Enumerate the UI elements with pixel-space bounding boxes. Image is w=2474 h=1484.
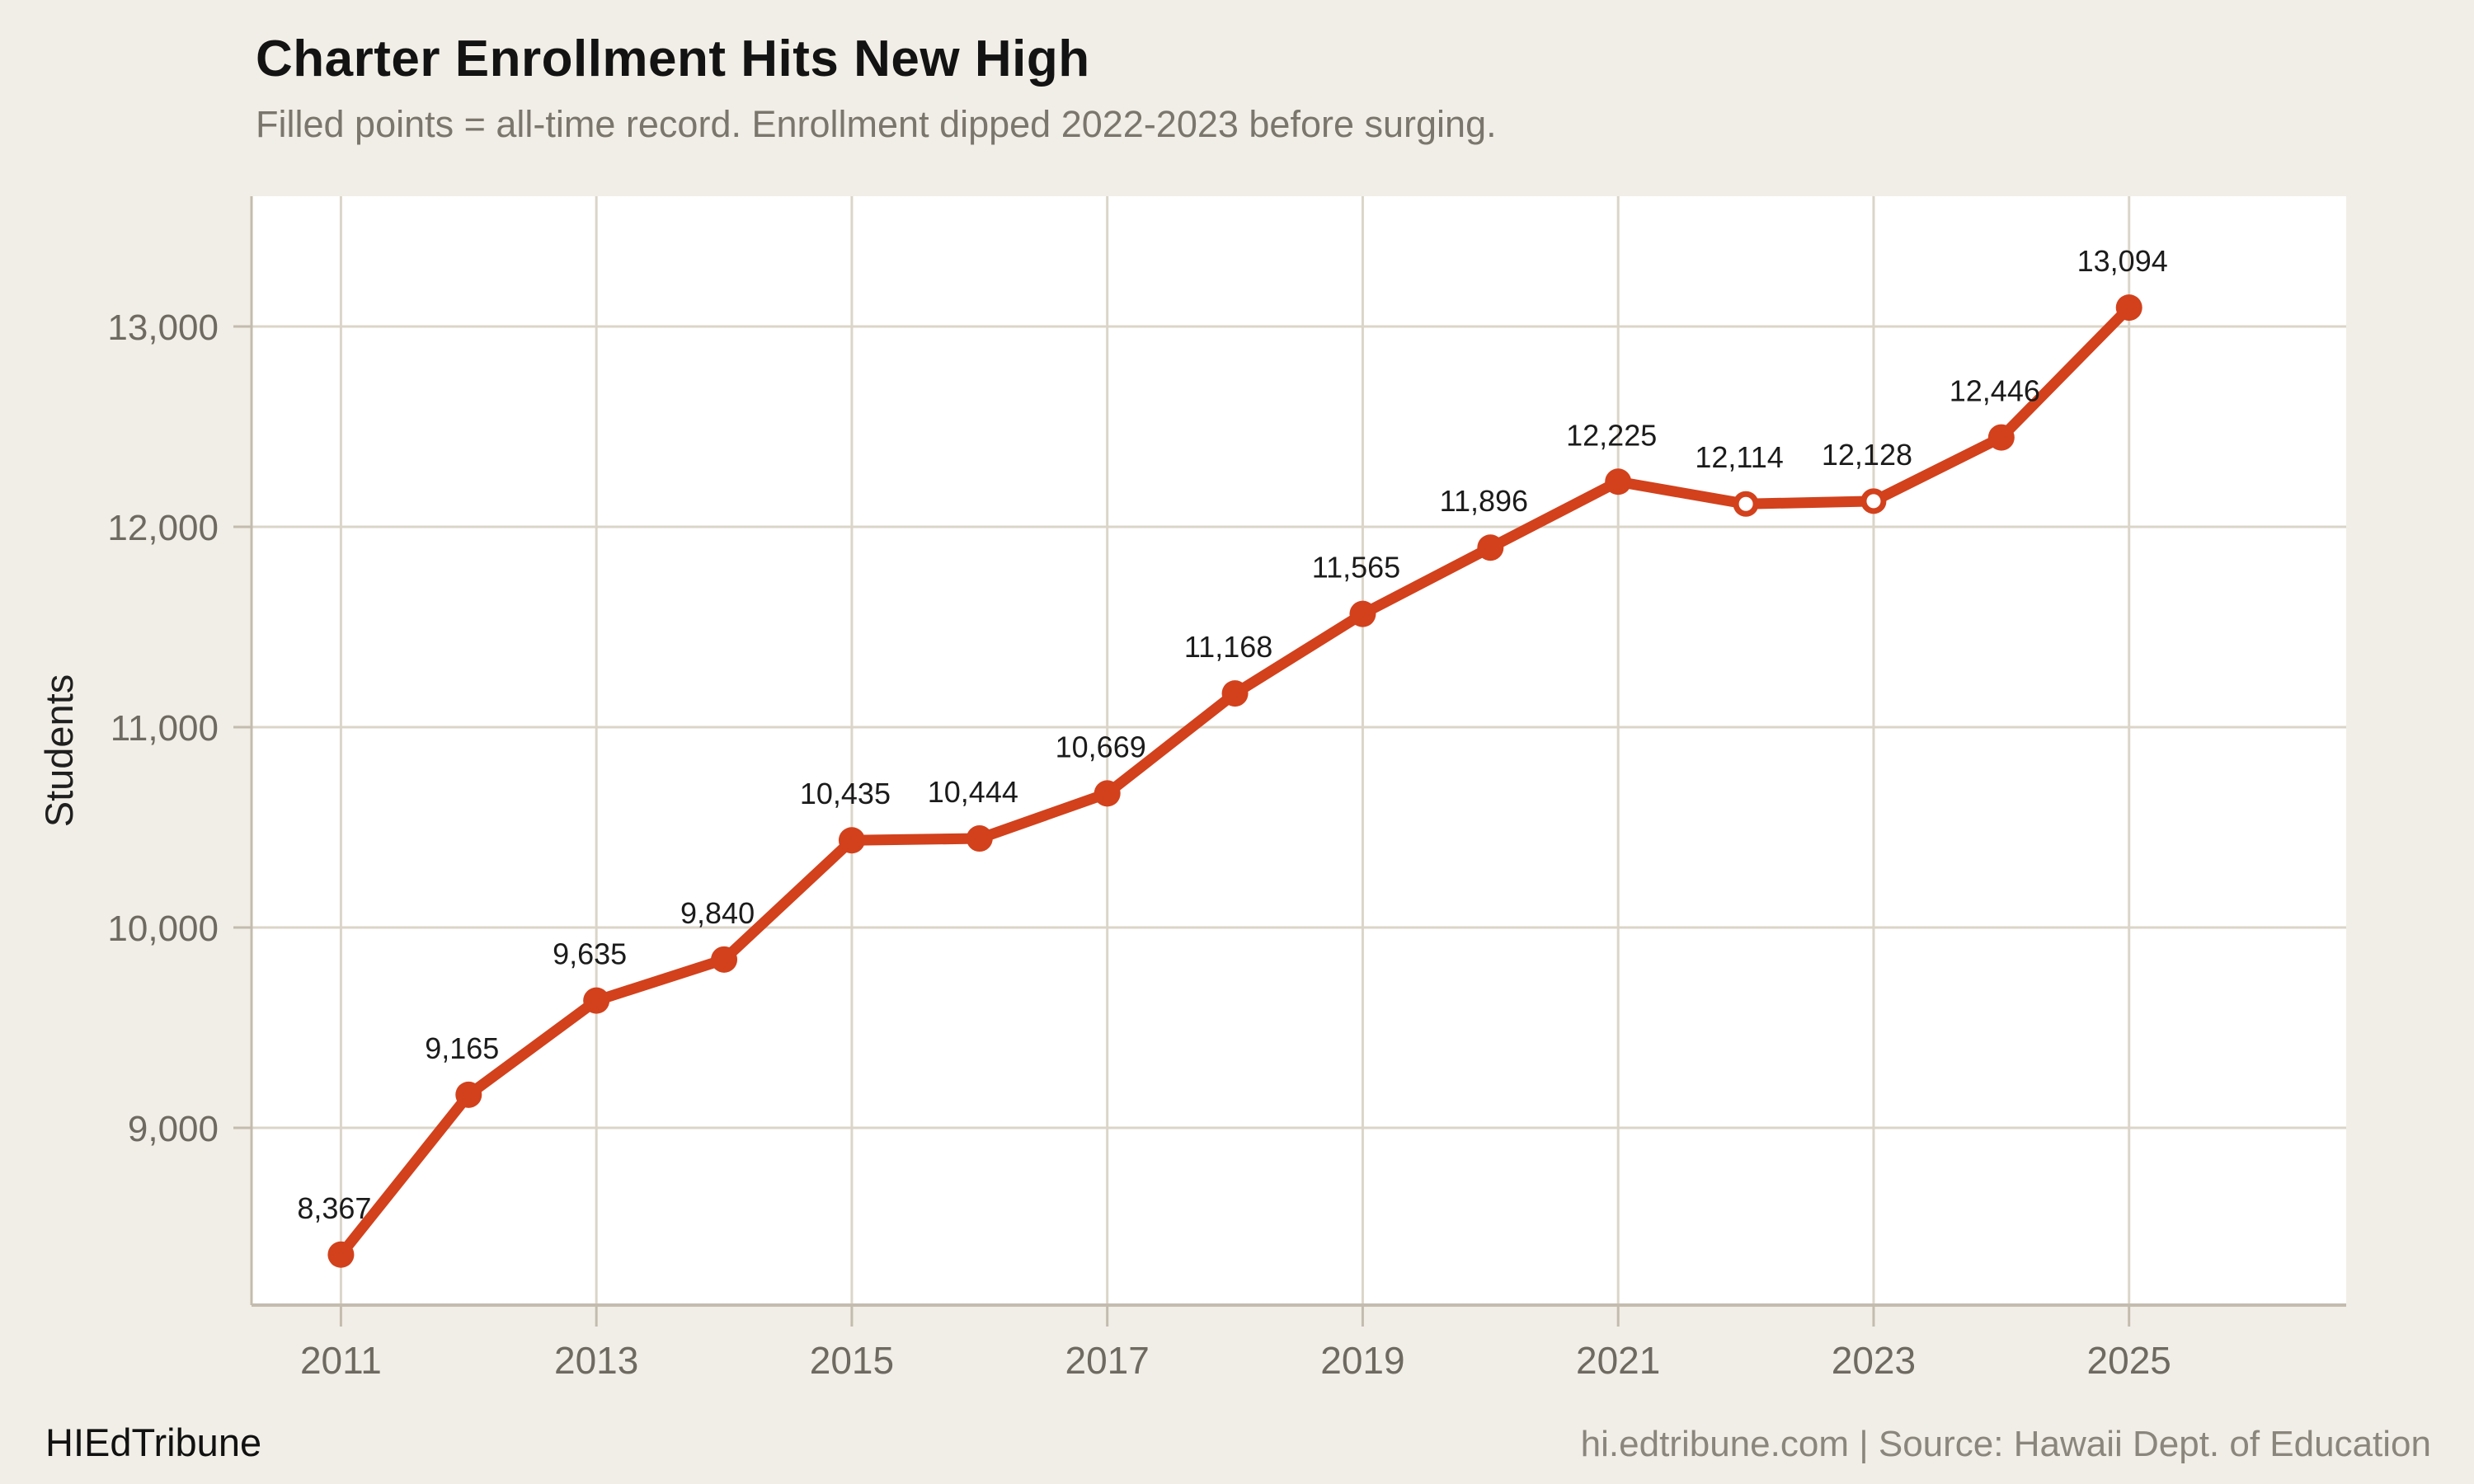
y-tick-label: 13,000 xyxy=(107,308,219,348)
plot-area xyxy=(252,196,2346,1305)
data-point-record xyxy=(966,825,993,852)
data-point-record xyxy=(1349,600,1376,627)
y-axis-title: Students xyxy=(37,674,81,828)
data-point-record xyxy=(1221,680,1249,707)
value-label: 9,635 xyxy=(553,937,627,971)
value-label: 12,225 xyxy=(1566,418,1657,452)
value-label: 9,165 xyxy=(425,1031,499,1065)
x-tick-label: 2021 xyxy=(1576,1339,1660,1382)
x-tick-label: 2019 xyxy=(1320,1339,1404,1382)
y-tick-label: 10,000 xyxy=(107,909,219,949)
chart-header: Charter Enrollment Hits New High Filled … xyxy=(256,31,1497,145)
data-point-open xyxy=(1733,491,1759,517)
value-label: 11,565 xyxy=(1312,551,1400,585)
value-label: 12,128 xyxy=(1822,438,1912,472)
data-point-record xyxy=(455,1081,482,1108)
x-tick-label: 2023 xyxy=(1832,1339,1916,1382)
chart-title: Charter Enrollment Hits New High xyxy=(256,31,1090,87)
value-label: 10,444 xyxy=(928,775,1018,809)
y-tick-label: 9,000 xyxy=(128,1109,219,1149)
x-tick-label: 2025 xyxy=(2087,1339,2171,1382)
x-tick-label: 2011 xyxy=(300,1339,382,1382)
data-point-record xyxy=(1987,424,2015,451)
value-label: 11,896 xyxy=(1440,484,1528,518)
value-label: 13,094 xyxy=(2077,244,2168,278)
x-tick-label: 2015 xyxy=(810,1339,894,1382)
value-label: 11,168 xyxy=(1184,630,1272,664)
value-label: 12,114 xyxy=(1695,440,1783,474)
x-tick-label: 2017 xyxy=(1065,1339,1150,1382)
y-tick-label: 11,000 xyxy=(111,708,219,749)
data-point-record xyxy=(1477,534,1504,561)
x-tick-label: 2013 xyxy=(554,1339,638,1382)
data-point-record xyxy=(327,1241,355,1268)
data-point-open xyxy=(1860,488,1887,514)
value-label: 8,367 xyxy=(297,1191,371,1225)
data-point-record xyxy=(583,987,610,1014)
data-point-record xyxy=(1605,468,1632,495)
chart-footer: HIEdTribune hi.edtribune.com | Source: H… xyxy=(45,1420,2431,1465)
value-label: 9,840 xyxy=(680,896,755,930)
data-point-record xyxy=(2115,294,2142,322)
chart-subtitle: Filled points = all-time record. Enrollm… xyxy=(256,103,1497,146)
brand-logo: HIEdTribune xyxy=(45,1421,262,1464)
value-label: 10,669 xyxy=(1056,730,1146,763)
source-attribution: hi.edtribune.com | Source: Hawaii Dept. … xyxy=(1580,1424,2431,1464)
data-point-record xyxy=(838,827,865,854)
value-label: 10,435 xyxy=(800,777,891,810)
value-label: 12,446 xyxy=(1950,374,2040,408)
y-tick-label: 12,000 xyxy=(107,508,219,548)
data-point-record xyxy=(1094,780,1121,807)
data-point-record xyxy=(711,946,738,973)
